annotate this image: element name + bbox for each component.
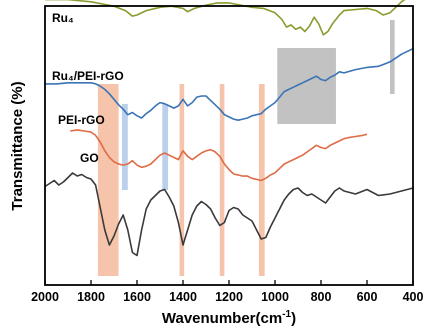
x-axis-label-sup: -1 <box>282 309 291 320</box>
x-tick-label-1400: 1400 <box>169 290 197 304</box>
highlight-bands <box>97 20 395 276</box>
x-axis-label: Wavenumber(cm-1) <box>162 309 296 327</box>
highlight-band-7 <box>390 20 395 94</box>
label-go: GO <box>80 151 99 165</box>
x-tick-label-1800: 1800 <box>77 290 105 304</box>
x-tick-label-600: 600 <box>357 290 378 304</box>
highlight-band-4 <box>122 104 128 190</box>
label-ru4: Ru₄ <box>52 11 74 25</box>
highlight-band-2 <box>219 84 225 276</box>
x-tick-label-400: 400 <box>403 290 424 304</box>
series-line-2 <box>45 47 414 121</box>
highlight-band-6 <box>277 48 336 124</box>
spectra-curves <box>44 0 414 257</box>
series-line-1 <box>45 0 406 36</box>
label-pei-rgo: PEI-rGO <box>58 113 105 127</box>
x-tick-label-800: 800 <box>311 290 332 304</box>
label-ru4-pei-rgo: Ru₄/PEI-rGO <box>52 69 124 83</box>
x-tick-label-1600: 1600 <box>123 290 151 304</box>
x-tick-label-1000: 1000 <box>261 290 289 304</box>
x-tick-label-2000: 2000 <box>31 290 59 304</box>
highlight-band-1 <box>179 84 185 276</box>
series-line-4 <box>44 172 414 257</box>
x-tick-label-1200: 1200 <box>215 290 243 304</box>
y-axis-label: Transmittance (%) <box>9 81 26 210</box>
series-labels: Ru₄ Ru₄/PEI-rGO PEI-rGO GO <box>52 11 124 165</box>
highlight-band-0 <box>97 84 119 276</box>
highlight-band-5 <box>162 104 169 190</box>
series-line-3 <box>70 129 368 182</box>
x-axis-label-close: ) <box>291 310 296 327</box>
x-axis-ticks: 2000 1800 1600 1400 1200 1000 800 600 400 <box>31 280 423 304</box>
x-axis-label-text: Wavenumber(cm <box>162 310 282 327</box>
